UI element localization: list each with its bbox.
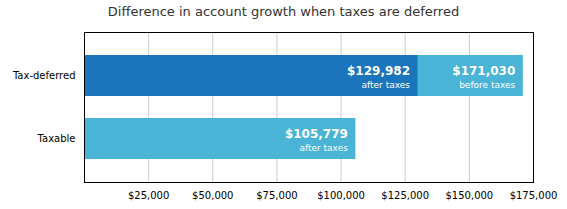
svg-text:Tax-deferred: Tax-deferred [12,70,76,81]
svg-text:after taxes: after taxes [299,143,348,153]
svg-text:$75,000: $75,000 [256,190,297,201]
svg-text:$125,000: $125,000 [381,190,429,201]
svg-text:$100,000: $100,000 [317,190,365,201]
svg-text:before taxes: before taxes [459,80,515,90]
svg-text:$129,982: $129,982 [347,64,410,78]
svg-text:$50,000: $50,000 [192,190,233,201]
svg-text:$105,779: $105,779 [285,127,348,141]
svg-text:after taxes: after taxes [362,80,411,90]
html-text:Difference in account growth w: Difference in account growth when taxes … [107,4,460,19]
svg-text:$171,030: $171,030 [452,64,515,78]
svg-text:Taxable: Taxable [37,133,76,144]
svg-text:$150,000: $150,000 [445,190,493,201]
svg-text:$25,000: $25,000 [128,190,169,201]
svg-text:$175,000: $175,000 [510,190,558,201]
